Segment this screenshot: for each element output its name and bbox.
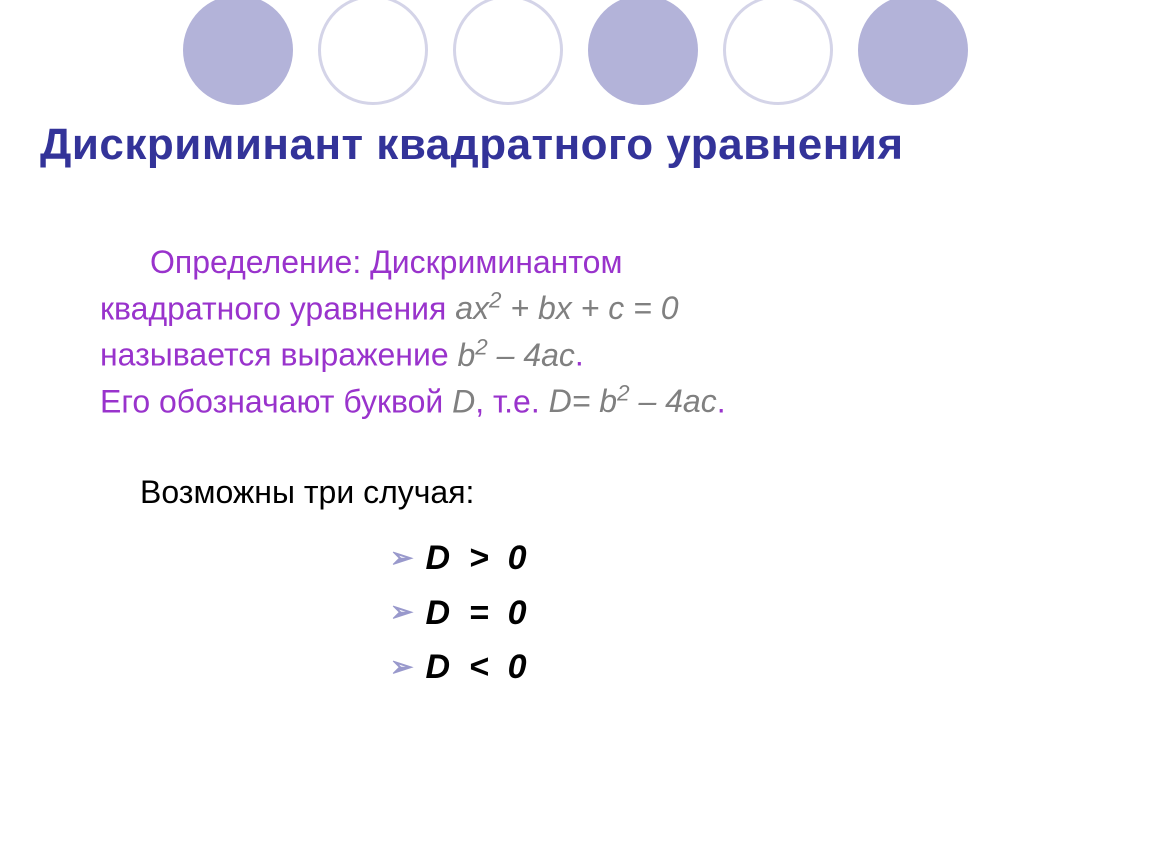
case-text-3: D < 0 bbox=[425, 640, 526, 694]
circle-2 bbox=[318, 0, 428, 105]
definition-block: Определение: Дискриминантом квадратного … bbox=[100, 240, 1090, 424]
definition-line4-text: Его обозначают буквой bbox=[100, 383, 452, 419]
case-text-2: D = 0 bbox=[425, 586, 526, 640]
circle-3 bbox=[453, 0, 563, 105]
circle-5 bbox=[723, 0, 833, 105]
decorative-circles-row bbox=[0, 0, 1150, 110]
definition-line3-formula: b2 – 4ac bbox=[458, 337, 575, 373]
circle-4 bbox=[588, 0, 698, 105]
definition-line2-text: квадратного уравнения bbox=[100, 290, 455, 326]
circle-6 bbox=[858, 0, 968, 105]
slide-title: Дискриминант квадратного уравнения bbox=[40, 120, 1110, 170]
definition-line4-D: D bbox=[452, 383, 475, 419]
definition-label: Определение: bbox=[150, 244, 361, 280]
definition-line4-formula: D= b2 – 4ac bbox=[549, 383, 717, 419]
slide-content: Определение: Дискриминантом квадратного … bbox=[100, 240, 1090, 694]
bullet-icon: ➢ bbox=[390, 645, 413, 690]
definition-line2-formula: ax2 + bx + c = 0 bbox=[455, 290, 678, 326]
bullet-icon: ➢ bbox=[390, 536, 413, 581]
definition-line1: Дискриминантом bbox=[361, 244, 622, 280]
bullet-icon: ➢ bbox=[390, 590, 413, 635]
cases-intro: Возможны три случая: bbox=[140, 474, 1090, 511]
definition-line3-text: называется выражение bbox=[100, 337, 458, 373]
case-text-1: D > 0 bbox=[425, 531, 526, 585]
case-item-2: ➢ D = 0 bbox=[390, 586, 1090, 640]
case-item-3: ➢ D < 0 bbox=[390, 640, 1090, 694]
case-item-1: ➢ D > 0 bbox=[390, 531, 1090, 585]
circle-1 bbox=[183, 0, 293, 105]
cases-list: ➢ D > 0 ➢ D = 0 ➢ D < 0 bbox=[390, 531, 1090, 694]
